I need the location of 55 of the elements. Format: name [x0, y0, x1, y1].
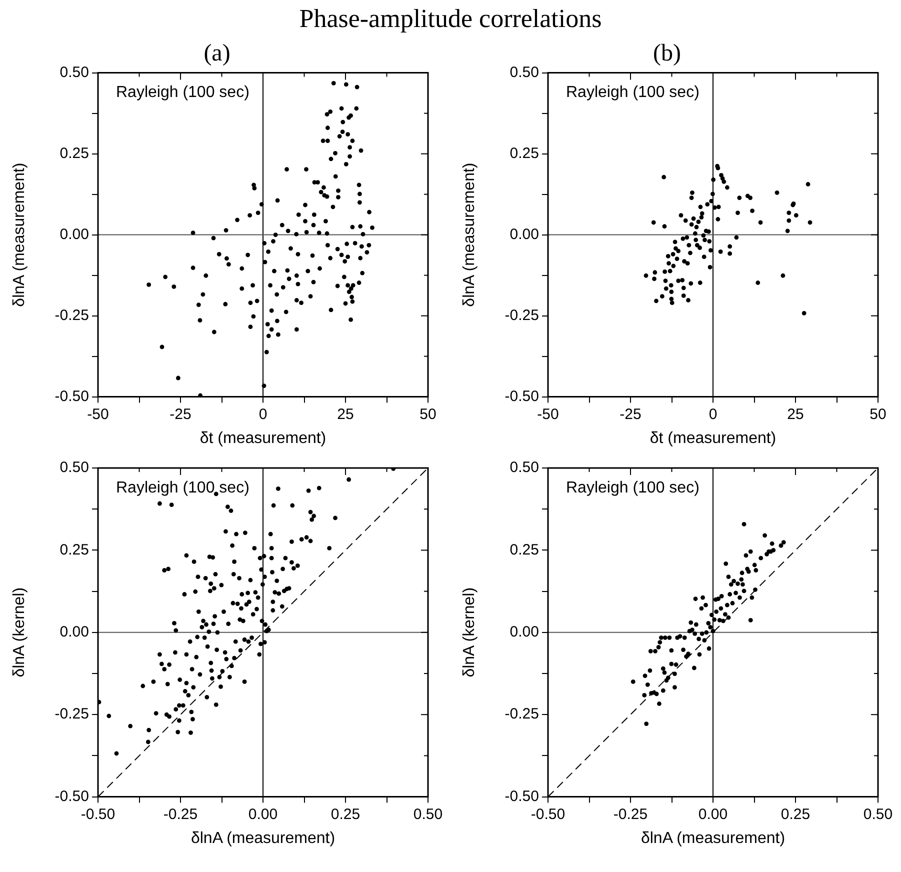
- x-tick-label: 25: [787, 406, 804, 423]
- x-tick-label: 0.50: [413, 806, 443, 823]
- x-axis-title: δlnA (measurement): [190, 830, 336, 847]
- annotation: Rayleigh (100 sec): [566, 84, 700, 102]
- y-axis-title: δlnA (measurement): [461, 162, 478, 307]
- y-tick-label: -0.25: [54, 706, 89, 723]
- x-tick-label: -0.25: [613, 806, 648, 823]
- y-tick-label: -0.50: [54, 788, 89, 805]
- annotation: Rayleigh (100 sec): [116, 479, 250, 496]
- y-tick-label: 0.25: [510, 541, 539, 558]
- y-tick-label: 0.50: [510, 64, 539, 81]
- x-tick-label: 50: [870, 406, 886, 423]
- y-tick-label: -0.50: [504, 388, 539, 405]
- x-tick-label: 0.50: [863, 806, 893, 823]
- x-tick-label: -50: [537, 406, 559, 423]
- x-tick-label: -0.50: [80, 806, 116, 823]
- chart-subtitle: (a): [204, 40, 230, 67]
- x-tick-label: -0.25: [163, 806, 198, 823]
- x-tick-label: -25: [170, 406, 192, 423]
- x-axis-title: δt (measurement): [650, 430, 776, 447]
- x-tick-label: 0: [708, 406, 718, 423]
- chart-subtitle: (b): [653, 40, 681, 67]
- y-tick-label: 0.50: [60, 459, 89, 476]
- y-tick-label: 0.00: [510, 624, 539, 641]
- x-tick-label: 0.25: [780, 806, 810, 823]
- y-tick-label: 0.25: [60, 541, 89, 558]
- x-tick-label: 0.00: [248, 806, 278, 823]
- annotation: Rayleigh (100 sec): [566, 479, 700, 496]
- x-tick-label: -50: [87, 406, 109, 423]
- y-tick-label: 0.25: [60, 144, 89, 162]
- y-tick-label: -0.25: [504, 306, 539, 324]
- y-tick-label: 0.50: [60, 64, 89, 81]
- x-tick-label: 25: [337, 406, 354, 423]
- x-axis-title: δlnA (measurement): [640, 830, 786, 847]
- y-tick-label: 0.00: [60, 624, 89, 641]
- x-axis-title: δt (measurement): [200, 430, 326, 447]
- y-tick-label: -0.50: [54, 388, 89, 405]
- x-tick-label: -0.50: [530, 806, 566, 823]
- y-axis-title: δlnA (kernel): [461, 587, 478, 678]
- x-tick-label: 50: [420, 406, 436, 423]
- y-tick-label: -0.25: [504, 706, 539, 723]
- y-axis-title: δlnA (kernel): [11, 587, 28, 678]
- x-tick-label: 0.25: [330, 806, 360, 823]
- x-tick-label: 0.00: [698, 806, 728, 823]
- x-tick-label: 0: [258, 406, 268, 423]
- y-tick-label: -0.50: [504, 788, 539, 805]
- y-tick-label: 0.00: [60, 226, 89, 243]
- y-tick-label: 0.50: [510, 459, 539, 476]
- annotation: Rayleigh (100 sec): [116, 84, 250, 102]
- x-tick-label: -25: [620, 406, 642, 423]
- y-tick-label: 0.00: [510, 226, 539, 243]
- y-tick-label: -0.25: [54, 306, 89, 324]
- y-axis-title: δlnA (measurement): [11, 162, 28, 307]
- y-tick-label: 0.25: [510, 144, 539, 162]
- chart-title: Phase-amplitude correlations: [298, 3, 603, 35]
